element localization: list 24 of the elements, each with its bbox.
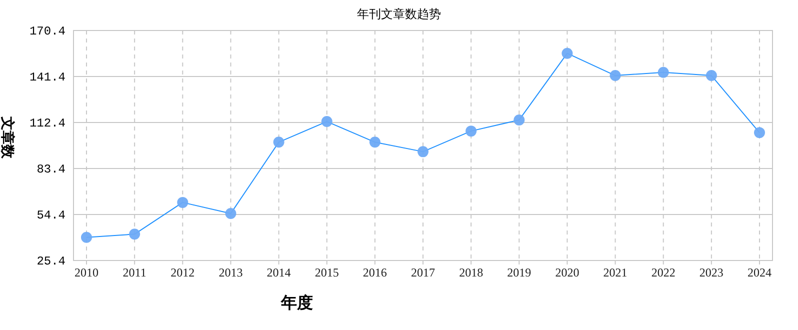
x-tick-label: 2011 [122, 266, 146, 280]
x-tick-label: 2010 [74, 266, 98, 280]
x-tick-label: 2021 [603, 266, 628, 280]
y-tick-label: 83.4 [36, 162, 66, 176]
x-tick-label: 2014 [266, 266, 291, 280]
x-tick-label: 2023 [699, 266, 724, 280]
x-axis-title: 年度 [280, 293, 313, 312]
x-tick-label: 2013 [218, 266, 243, 280]
x-tick-label: 2012 [170, 266, 195, 280]
x-tick-label: 2017 [411, 266, 435, 280]
y-tick-label: 25.4 [36, 254, 66, 268]
x-tick-label: 2016 [362, 266, 387, 280]
x-tick-label: 2015 [314, 266, 339, 280]
x-tick-label: 2020 [555, 266, 580, 280]
y-tick-label: 170.4 [29, 24, 66, 38]
chart-title: 年刊文章数趋势 [357, 7, 441, 21]
y-tick-label: 141.4 [29, 70, 66, 84]
x-tick-label: 2022 [651, 266, 676, 280]
x-tick-label: 2019 [507, 266, 532, 280]
x-tick-label: 2024 [748, 266, 772, 280]
y-tick-label: 54.4 [36, 208, 66, 222]
y-axis-title: 文章数 [0, 116, 16, 160]
x-tick-label: 2018 [459, 266, 484, 280]
y-tick-label: 112.4 [29, 116, 66, 130]
